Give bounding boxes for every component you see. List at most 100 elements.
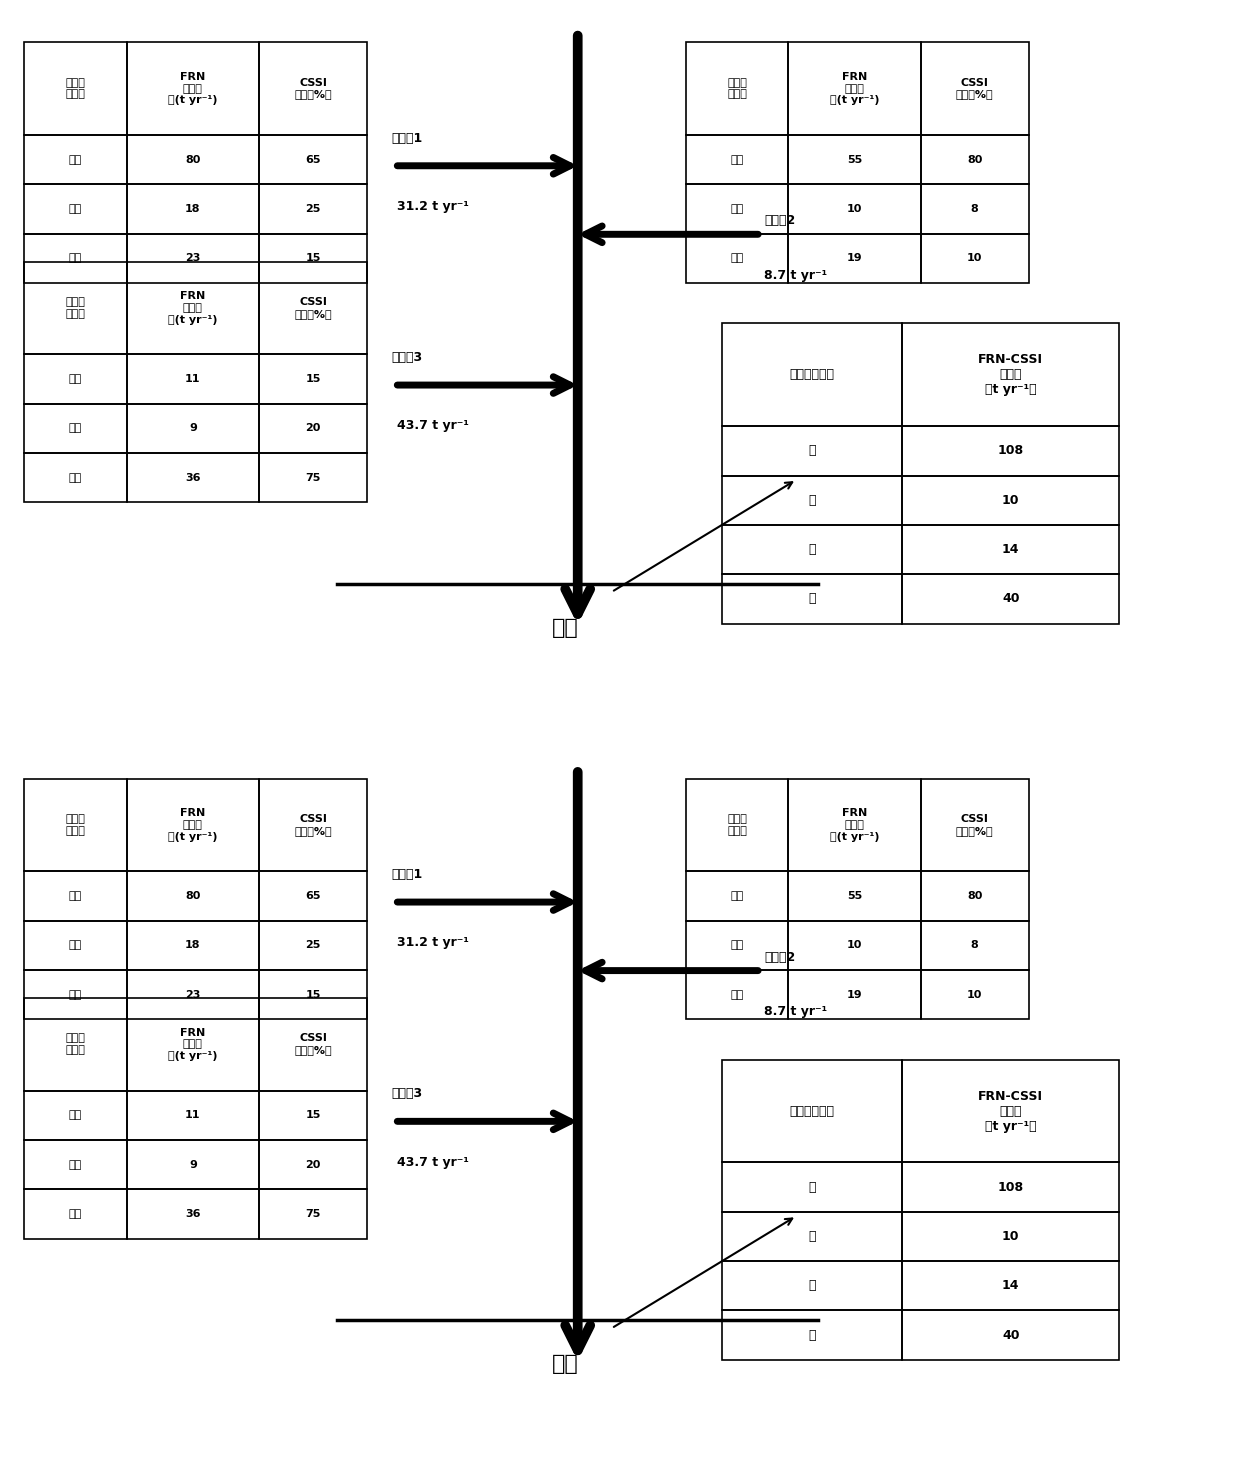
Text: 65: 65 [305, 891, 321, 901]
Bar [25, 184, 126, 233]
Text: 8: 8 [971, 940, 978, 951]
Text: 灌木: 灌木 [69, 1110, 82, 1120]
Bar [25, 779, 126, 872]
Bar [126, 970, 259, 1019]
Text: FRN
输沙速
率(t yr⁻¹): FRN 输沙速 率(t yr⁻¹) [169, 292, 217, 325]
Bar [25, 262, 126, 354]
Bar [903, 1212, 1118, 1261]
Text: 10: 10 [967, 990, 982, 1000]
Bar [259, 233, 367, 283]
Text: 23: 23 [185, 990, 201, 1000]
Bar [903, 1311, 1118, 1360]
Bar [126, 42, 259, 136]
Text: 65: 65 [305, 155, 321, 165]
Bar [259, 1091, 367, 1140]
Text: 75: 75 [305, 472, 321, 483]
Text: 子流域2: 子流域2 [764, 951, 795, 964]
Text: FRN-CSSI
输沙量
（t yr⁻¹）: FRN-CSSI 输沙量 （t yr⁻¹） [978, 353, 1043, 397]
Text: CSSI
贡献（%）: CSSI 贡献（%） [294, 814, 332, 835]
Text: 31.2 t yr⁻¹: 31.2 t yr⁻¹ [397, 200, 469, 213]
Text: 林: 林 [808, 592, 816, 605]
Bar [903, 475, 1118, 525]
Bar [126, 262, 259, 354]
Text: CSSI
贡献（%）: CSSI 贡献（%） [294, 1034, 332, 1056]
Text: 36: 36 [185, 1209, 201, 1219]
Bar [259, 1190, 367, 1238]
Text: 43.7 t yr⁻¹: 43.7 t yr⁻¹ [397, 420, 469, 433]
Bar [903, 324, 1118, 426]
Bar [722, 1162, 903, 1212]
Bar [920, 920, 1029, 970]
Text: 林: 林 [808, 1328, 816, 1341]
Bar [259, 42, 367, 136]
Bar [25, 453, 126, 502]
Bar [903, 1261, 1118, 1311]
Bar [686, 136, 789, 184]
Bar [789, 233, 920, 283]
Bar [25, 920, 126, 970]
Bar [259, 404, 367, 453]
Text: 灌木: 灌木 [730, 940, 744, 951]
Text: 14: 14 [1002, 1279, 1019, 1292]
Text: 55: 55 [847, 155, 862, 165]
Bar [259, 184, 367, 233]
Bar [126, 233, 259, 283]
Text: 80: 80 [185, 155, 201, 165]
Text: 草地: 草地 [69, 1159, 82, 1169]
Bar [25, 999, 126, 1091]
Text: 子流域1: 子流域1 [392, 868, 423, 881]
Bar [126, 184, 259, 233]
Text: 25: 25 [305, 940, 321, 951]
Bar [126, 779, 259, 872]
Bar [25, 872, 126, 920]
Text: 草: 草 [808, 494, 816, 507]
Bar [126, 999, 259, 1091]
Bar [126, 404, 259, 453]
Text: 43.7 t yr⁻¹: 43.7 t yr⁻¹ [397, 1156, 469, 1169]
Bar [789, 42, 920, 136]
Text: 108: 108 [998, 445, 1024, 458]
Bar [259, 920, 367, 970]
Bar [686, 184, 789, 233]
Text: 草地: 草地 [69, 423, 82, 433]
Text: 灌木: 灌木 [730, 204, 744, 214]
Text: 8.7 t yr⁻¹: 8.7 t yr⁻¹ [764, 1005, 827, 1018]
Text: 农地: 农地 [730, 891, 744, 901]
Bar [789, 779, 920, 872]
Text: 15: 15 [305, 990, 321, 1000]
Bar [903, 1060, 1118, 1162]
Text: 80: 80 [967, 891, 982, 901]
Text: 草地: 草地 [69, 940, 82, 951]
Text: 农: 农 [808, 445, 816, 458]
Text: 土地利用类型: 土地利用类型 [790, 369, 835, 382]
Text: 15: 15 [305, 373, 321, 383]
Bar [686, 233, 789, 283]
Bar [25, 136, 126, 184]
Text: CSSI
贡献（%）: CSSI 贡献（%） [956, 77, 993, 99]
Text: 土地利
用类型: 土地利 用类型 [727, 77, 746, 99]
Bar [126, 872, 259, 920]
Text: 9: 9 [188, 1159, 197, 1169]
Bar [722, 426, 903, 475]
Bar [722, 525, 903, 574]
Text: 灌: 灌 [808, 1279, 816, 1292]
Text: 20: 20 [305, 1159, 321, 1169]
Bar [126, 453, 259, 502]
Text: CSSI
贡献（%）: CSSI 贡献（%） [294, 297, 332, 319]
Bar [920, 184, 1029, 233]
Text: FRN-CSSI
输沙量
（t yr⁻¹）: FRN-CSSI 输沙量 （t yr⁻¹） [978, 1089, 1043, 1133]
Bar [789, 136, 920, 184]
Text: 25: 25 [305, 204, 321, 214]
Text: 灌木: 灌木 [69, 373, 82, 383]
Text: 55: 55 [847, 891, 862, 901]
Text: 土地利
用类型: 土地利 用类型 [66, 814, 86, 835]
Bar [25, 233, 126, 283]
Bar [722, 1060, 903, 1162]
Text: 林地: 林地 [69, 472, 82, 483]
Text: 10: 10 [847, 204, 862, 214]
Text: 10: 10 [1002, 1231, 1019, 1244]
Text: 土地利
用类型: 土地利 用类型 [66, 77, 86, 99]
Bar [920, 42, 1029, 136]
Text: 土地利用类型: 土地利用类型 [790, 1105, 835, 1118]
Text: 9: 9 [188, 423, 197, 433]
